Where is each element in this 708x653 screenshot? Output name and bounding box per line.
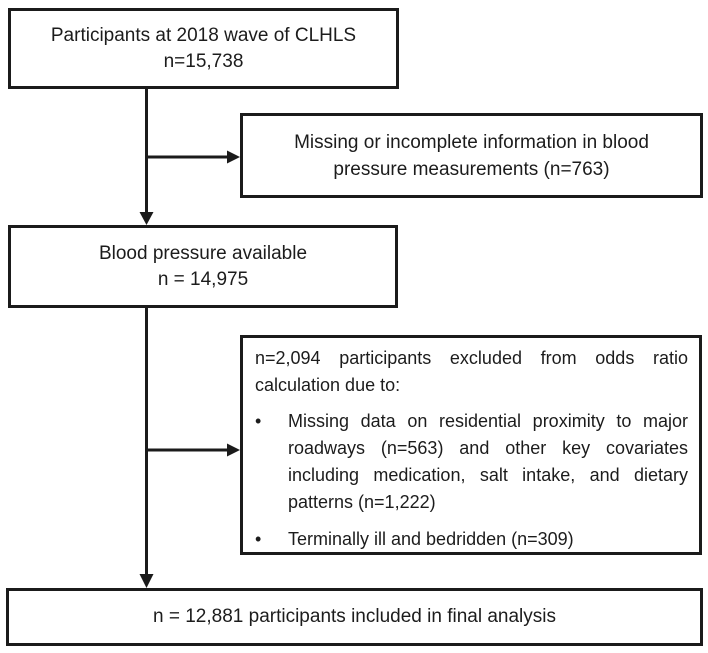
arrowhead-right-to-missing-bp bbox=[227, 150, 240, 164]
bullet-icon: • bbox=[255, 411, 262, 431]
arrowhead-down-to-available bbox=[139, 212, 154, 225]
box-excluded-participants: n=2,094 participants excluded from odds … bbox=[240, 335, 702, 555]
final-analysis-text: n = 12,881 participants included in fina… bbox=[153, 606, 556, 627]
excluded-intro-text: n=2,094 participants excluded from odds … bbox=[255, 348, 688, 395]
participants-2018-label: Participants at 2018 wave of CLHLS bbox=[50, 24, 357, 46]
excluded-bullet-item: • Missing data on residential proximity … bbox=[255, 408, 688, 516]
arrowhead-right-to-excluded bbox=[227, 443, 240, 457]
bullet-icon: • bbox=[255, 529, 262, 549]
arrowhead-down-to-final bbox=[139, 574, 154, 588]
box-participants-2018-wave: Participants at 2018 wave of CLHLS n=15,… bbox=[8, 8, 399, 89]
box-bp-available: Blood pressure available n = 14,975 bbox=[8, 225, 398, 308]
box-final-analysis: n = 12,881 participants included in fina… bbox=[6, 588, 703, 646]
participants-2018-count: n=15,738 bbox=[163, 50, 244, 72]
bp-available-count: n = 14,975 bbox=[157, 268, 249, 290]
excluded-bullet-terminally-ill: Terminally ill and bedridden (n=309) bbox=[288, 529, 574, 549]
box-missing-bp-info: Missing or incomplete information in blo… bbox=[240, 113, 703, 198]
excluded-bullet-missing-data: Missing data on residential proximity to… bbox=[288, 411, 688, 512]
excluded-bullet-item: • Terminally ill and bedridden (n=309) bbox=[255, 526, 688, 553]
bp-available-label: Blood pressure available bbox=[98, 242, 308, 264]
missing-bp-text: Missing or incomplete information in blo… bbox=[294, 131, 649, 180]
